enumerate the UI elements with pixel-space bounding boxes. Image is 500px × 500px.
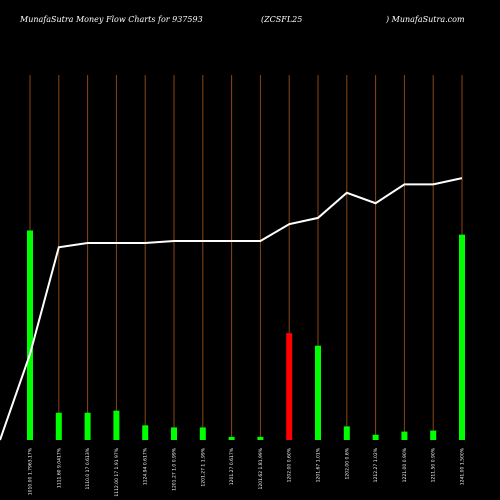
bar — [142, 425, 149, 440]
x-tick-label: 1201.67 1.01% — [316, 447, 322, 482]
x-tick-label: 1201.27 1.0 0.99% — [172, 447, 178, 491]
bar — [343, 426, 350, 440]
bar — [55, 412, 62, 440]
bar-series — [27, 230, 465, 440]
bar — [171, 427, 177, 440]
x-tick-label: 1111.60 9.0417% — [56, 447, 62, 488]
bar — [257, 436, 264, 440]
bar — [113, 410, 120, 440]
x-tick-labels: 1010.00 1.7963.17% 1111.60 9.0417% 1110.0 … — [28, 447, 466, 496]
header-left: MunafaSutra Money Flow Charts for 937593 — [19, 15, 203, 24]
money-flow-line — [0, 177, 463, 441]
bar — [372, 434, 379, 440]
gridlines — [29, 75, 463, 440]
x-tick-label: 1202.00 0.6% — [344, 447, 350, 479]
x-tick-label: 1211.50 0.90% — [431, 447, 437, 482]
x-tick-label: 1212.27 1.02% — [373, 447, 379, 482]
bar — [430, 430, 437, 440]
x-tick-label: 1010.00 1.7963.17% — [28, 447, 34, 495]
header-middle: (ZCSFL25 — [261, 15, 302, 24]
header-right: ) MunafaSutra.com — [385, 15, 465, 24]
x-tick-label: 1202.00 0.60% — [287, 447, 293, 482]
x-tick-label: 1110.0 17 0.613% — [85, 447, 91, 489]
x-tick-label: 1241.00 1.500% — [460, 447, 466, 485]
x-tick-label: 1124.94 0.617% — [143, 447, 149, 485]
x-tick-label: 1201.27 0.617% — [229, 447, 235, 485]
x-tick-label: 1112.00 17 1.91 97% — [114, 447, 120, 496]
x-tick-label: 1201.62 1.81.99% — [258, 447, 264, 489]
x-tick-label: 1221.00 0.90% — [402, 447, 408, 482]
bar — [228, 436, 235, 440]
bar — [315, 345, 321, 440]
x-tick-label: 1201.27 1 1.99% — [200, 447, 206, 486]
bar — [286, 333, 293, 440]
bar — [459, 234, 465, 440]
bar — [401, 431, 408, 440]
bar — [84, 412, 91, 440]
bar — [199, 427, 206, 440]
bar — [27, 230, 33, 440]
